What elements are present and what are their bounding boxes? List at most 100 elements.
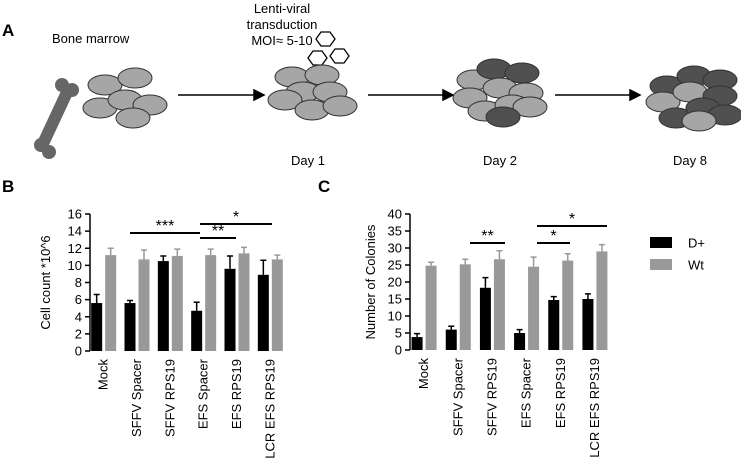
bar xyxy=(191,310,203,351)
cells xyxy=(82,58,741,132)
x-tick-label: EFS Spacer xyxy=(196,358,211,429)
significance-label: *** xyxy=(156,218,175,235)
significance-label: * xyxy=(550,228,556,245)
cell xyxy=(267,89,303,111)
error-bar xyxy=(584,293,591,299)
error-bar xyxy=(93,293,100,304)
significance-label: * xyxy=(233,209,239,226)
error-bar xyxy=(274,254,281,260)
cell xyxy=(485,106,521,128)
day-label: Day 1 xyxy=(291,153,325,168)
error-bar xyxy=(516,328,523,333)
x-tick-label: Mock xyxy=(416,358,431,390)
error-bar xyxy=(193,301,200,311)
x-tick-label: SFFV RPS19 xyxy=(484,358,499,436)
x-tick-label: EFS Spacer xyxy=(519,357,534,428)
y-axis-label: Number of Colonies xyxy=(363,224,378,339)
bar xyxy=(425,265,437,350)
cell xyxy=(512,96,548,118)
day-label: Day 8 xyxy=(673,153,707,168)
x-tick-label: SFFV RPS19 xyxy=(162,359,177,437)
y-tick-label: 2 xyxy=(75,326,82,341)
significance-label: * xyxy=(569,211,575,228)
x-tick-label: EFS RPS19 xyxy=(553,358,568,428)
error-bar xyxy=(448,325,455,330)
y-tick-label: 6 xyxy=(75,292,82,307)
y-tick-label: 5 xyxy=(395,326,402,341)
bone xyxy=(34,78,79,159)
y-tick-label: 15 xyxy=(388,292,402,307)
y-tick-label: 0 xyxy=(75,344,82,359)
y-tick-label: 14 xyxy=(68,224,82,239)
panel-label: B xyxy=(2,177,14,196)
x-tick-label: Mock xyxy=(96,359,111,391)
y-tick-label: 8 xyxy=(75,275,82,290)
y-tick-label: 35 xyxy=(388,224,402,239)
arrows xyxy=(178,88,642,102)
transduction-label: transduction xyxy=(247,17,318,32)
transduction-label: MOI≈ 5-10 xyxy=(251,33,312,48)
bar xyxy=(91,303,103,351)
bar xyxy=(124,303,136,351)
x-tick-label: LCR EFS RPS19 xyxy=(262,359,277,459)
bar xyxy=(138,259,150,351)
legend-label: D+ xyxy=(688,236,705,251)
day-label: Day 2 xyxy=(483,153,517,168)
bar xyxy=(493,259,505,350)
bar xyxy=(224,268,236,351)
error-bar xyxy=(127,299,133,304)
error-bar xyxy=(482,276,489,288)
bar xyxy=(562,260,574,350)
error-bar xyxy=(107,247,114,256)
transduction-label: Lenti-viral xyxy=(254,1,310,16)
bar xyxy=(548,300,560,350)
error-bar xyxy=(227,255,233,269)
y-axis-label: Cell count *10^6 xyxy=(38,235,53,329)
legend-swatch xyxy=(650,237,672,248)
x-tick-label: LCR EFS RPS19 xyxy=(587,358,602,458)
error-bar xyxy=(241,246,247,254)
cell xyxy=(322,95,358,117)
y-tick-label: 10 xyxy=(68,258,82,273)
bar xyxy=(445,329,457,350)
significance-label: ** xyxy=(481,228,493,245)
legend-label: Wt xyxy=(688,258,704,273)
panel-label: A xyxy=(2,21,14,40)
bar xyxy=(479,287,491,350)
x-tick-label: EFS RPS19 xyxy=(229,359,244,429)
panel-label: C xyxy=(318,177,330,196)
bar xyxy=(582,299,594,350)
bar xyxy=(171,255,183,351)
cell xyxy=(681,110,717,132)
y-tick-label: 4 xyxy=(75,309,82,324)
bar xyxy=(105,255,117,351)
error-bar xyxy=(462,258,469,265)
error-bar xyxy=(550,295,557,301)
y-tick-label: 0 xyxy=(395,343,402,358)
error-bar xyxy=(496,249,503,260)
y-tick-label: 10 xyxy=(388,309,402,324)
y-tick-label: 16 xyxy=(68,207,82,222)
error-bar xyxy=(530,256,537,267)
bar xyxy=(238,253,250,351)
virus-icons xyxy=(307,31,350,66)
y-tick-label: 25 xyxy=(388,258,402,273)
bar xyxy=(411,337,423,350)
error-bar xyxy=(260,259,267,275)
error-bar xyxy=(141,249,147,260)
significance-label: ** xyxy=(212,223,224,240)
cell xyxy=(117,67,153,89)
bar xyxy=(596,251,608,350)
bar xyxy=(528,266,540,350)
bar xyxy=(257,274,269,351)
y-tick-label: 12 xyxy=(68,241,82,256)
error-bar xyxy=(598,243,605,252)
x-tick-label: SFFV Spacer xyxy=(450,357,465,436)
error-bar xyxy=(207,248,214,256)
cell xyxy=(115,107,151,129)
bar xyxy=(271,259,283,351)
error-bar xyxy=(564,253,571,261)
error-bar xyxy=(160,255,167,262)
bar xyxy=(205,255,217,351)
